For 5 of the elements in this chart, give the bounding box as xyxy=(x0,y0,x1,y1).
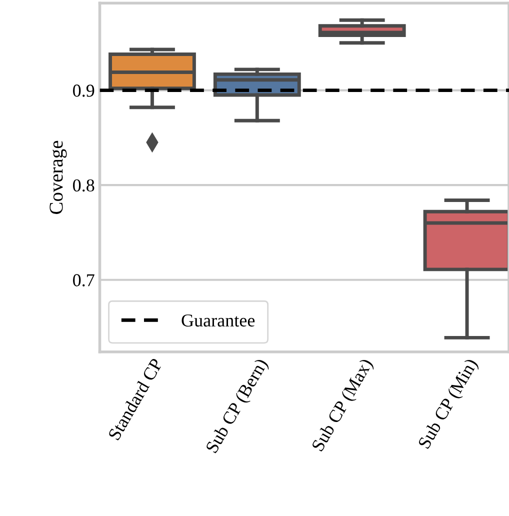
y-tick-label: 0.7 xyxy=(73,274,94,286)
y-axis-title: Coverage xyxy=(50,140,67,214)
legend-label: Guarantee xyxy=(182,314,255,327)
y-tick-label: 0.9 xyxy=(73,84,94,97)
y-tick-label: 0.8 xyxy=(73,179,94,192)
